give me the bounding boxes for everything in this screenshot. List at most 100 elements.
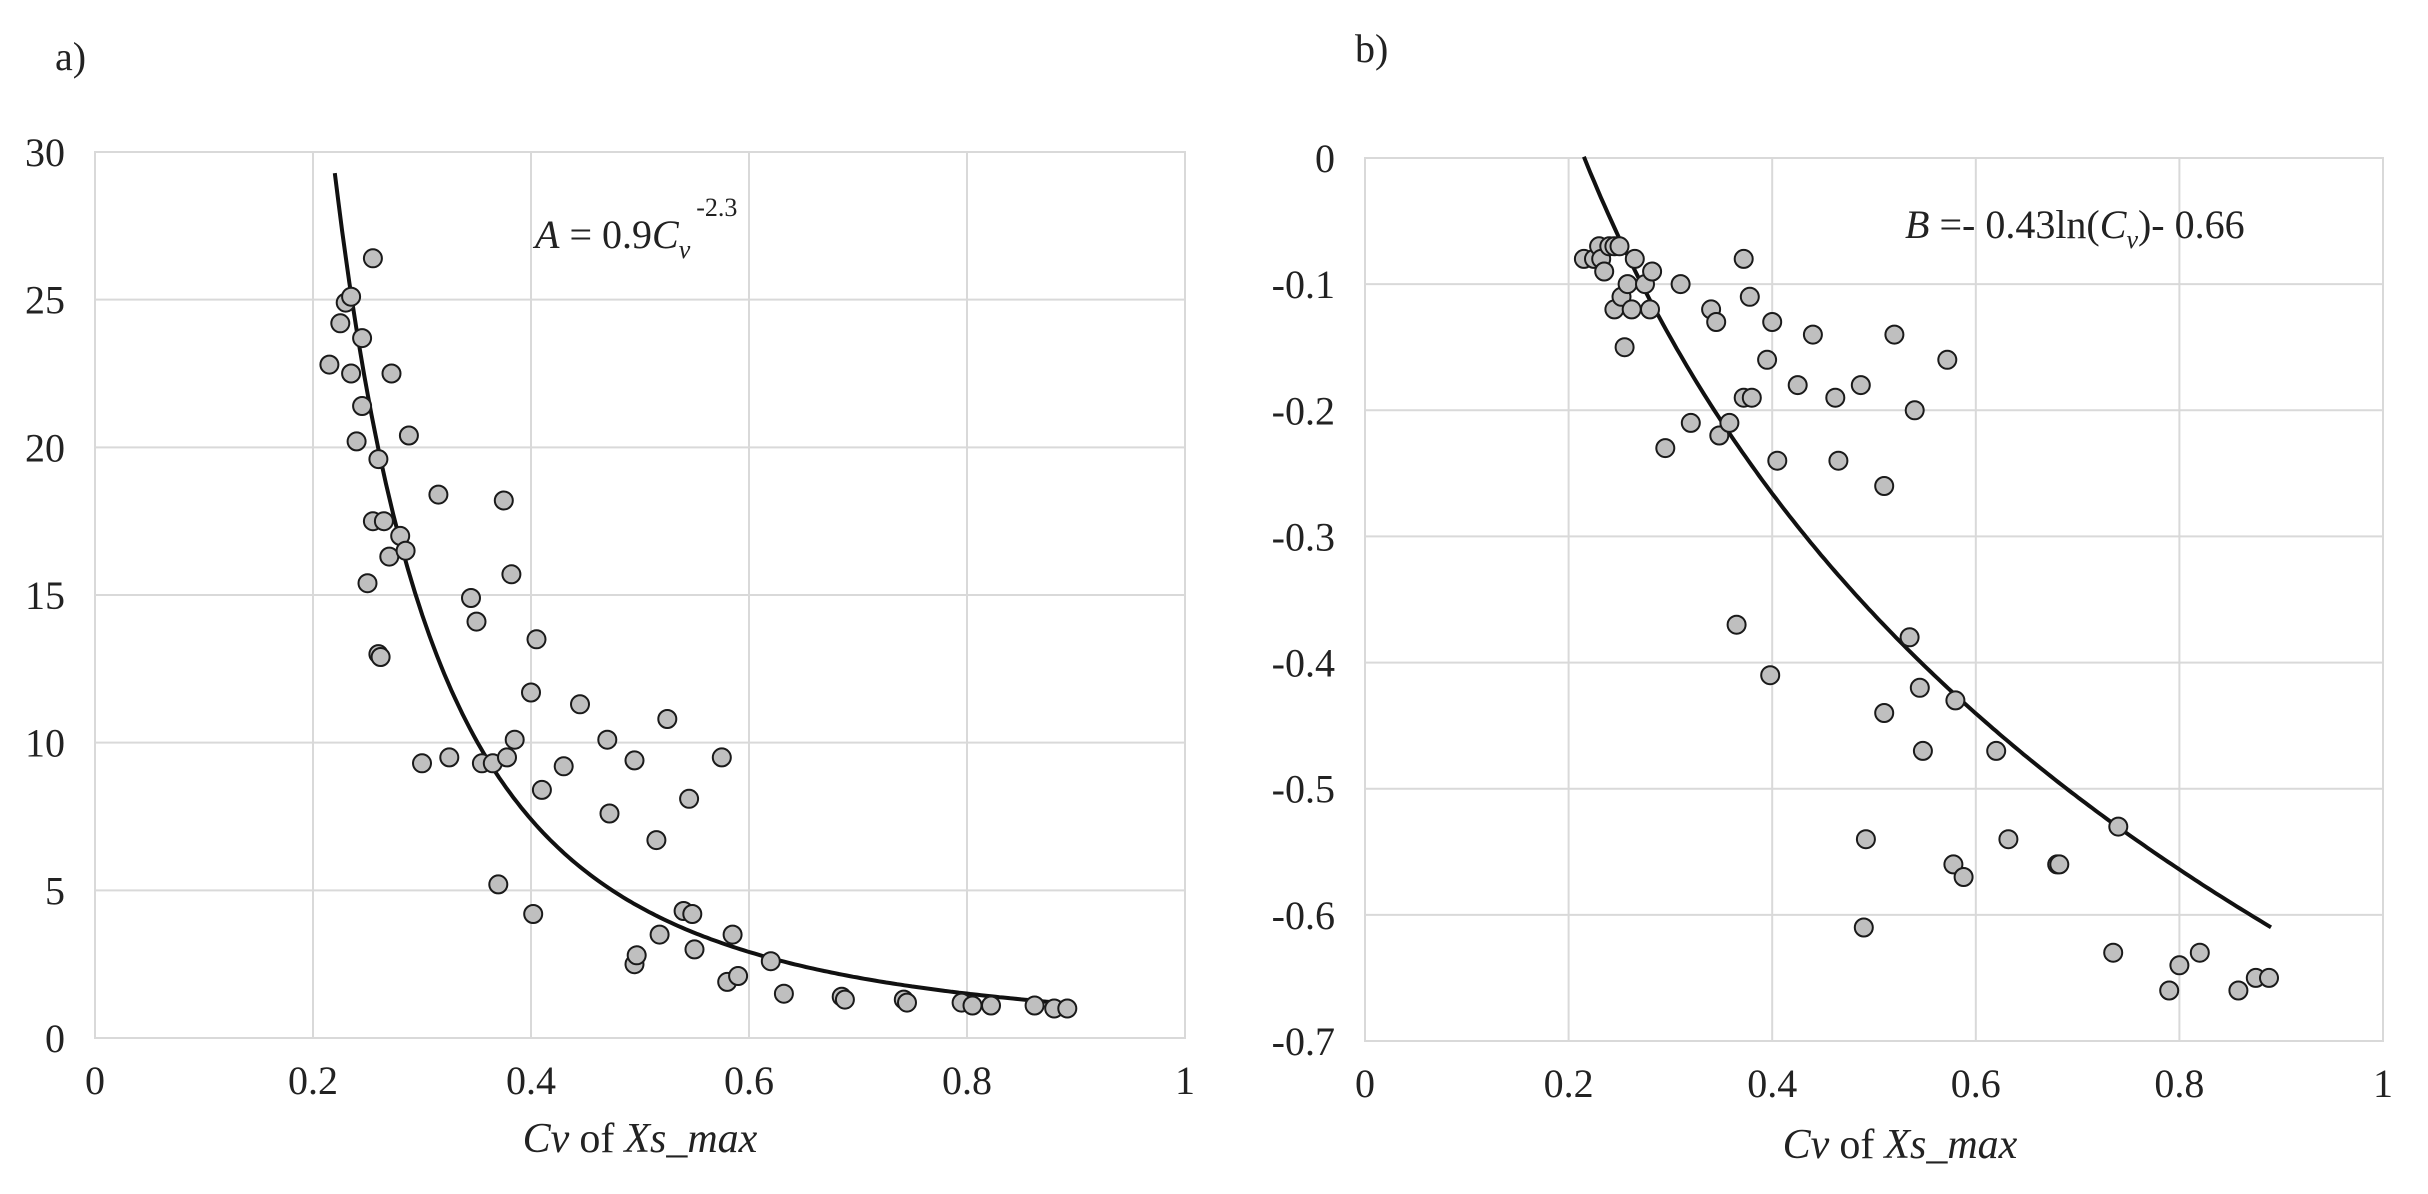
panel-b-fit-curve	[1582, 156, 2273, 930]
panel-b-eq-lhs: B	[1905, 202, 1929, 247]
panel-a-data-point	[319, 354, 340, 375]
panel-a-data-point	[352, 396, 373, 416]
panel-a-x-tick-label: 0.8	[942, 1058, 992, 1103]
panel-b-x-tick-label: 0.6	[1951, 1061, 2001, 1106]
panel-a-data-point	[760, 951, 781, 972]
panel-a-data-point	[493, 490, 514, 511]
panel-b-x-axis-title: Cv of Xs_max	[1783, 1122, 2018, 1168]
panel-a-data-point	[488, 874, 509, 895]
panel-b-data-points	[1573, 236, 2279, 1001]
panel-b-eq-sub: v	[2126, 225, 2138, 254]
panel-a-data-point	[341, 363, 362, 384]
panel-a-data-point	[501, 564, 522, 585]
panel-a-y-tick-label: 15	[25, 573, 65, 618]
panel-a-y-tick-label: 30	[25, 130, 65, 175]
panel-a-eq-exp: -2.3	[696, 193, 737, 222]
panel-b-data-point	[1874, 476, 1895, 496]
panel-a-data-point	[597, 729, 618, 750]
panel-b-y-tick-label: -0.7	[1272, 1019, 1335, 1064]
panel-b-x-axis-of: of	[1839, 1122, 1874, 1168]
panel-a-data-point	[1024, 995, 1045, 1016]
panel-a-y-tick-label: 0	[45, 1016, 65, 1061]
panel-b-data-point	[1767, 450, 1788, 471]
panel-a-data-point	[504, 729, 525, 750]
panel-a-data-point	[646, 830, 667, 851]
panel-a-data-point	[497, 747, 517, 768]
panel-b-data-point	[1609, 236, 1630, 257]
panel-a-data-point	[981, 995, 1001, 1016]
panel-a-data-point	[962, 995, 983, 1016]
panel-a-x-axis-series: Xs_max	[622, 1116, 757, 1162]
panel-a-y-tick-label: 25	[25, 278, 65, 323]
panel-b-y-tick-label: 0	[1315, 136, 1335, 181]
panel-a-x-tick-label: 1	[1175, 1058, 1195, 1103]
panel-b-y-tick-label: -0.5	[1272, 767, 1335, 812]
panel-a-data-point	[531, 779, 552, 800]
panel-a-data-point	[599, 803, 620, 824]
panel-a-data-point	[346, 431, 367, 452]
panel-b-x-tick-label: 0.4	[1747, 1061, 1797, 1106]
panel-a-data-point	[684, 939, 705, 960]
panel-a-data-point	[553, 756, 574, 777]
panel-b-data-point	[1624, 248, 1645, 269]
panel-b-data-point	[1787, 375, 1808, 396]
panel-b-plot-frame	[1364, 157, 2384, 1042]
panel-b-eq-tail: )- 0.66	[2138, 202, 2245, 247]
panel-b-y-tick-label: -0.3	[1272, 514, 1335, 559]
panel-b-y-tick-label: -0.6	[1272, 893, 1335, 938]
panel-b-data-point	[1739, 286, 1760, 307]
panel-a-data-point	[649, 924, 670, 945]
panel-b-data-point	[1904, 400, 1925, 421]
panel-b-eq-c: C	[2100, 202, 2128, 247]
panel-b-data-point	[1828, 450, 1849, 471]
panel-b-data-point	[2103, 942, 2124, 963]
panel-b-data-point	[1825, 387, 1846, 408]
panel-a-data-point	[521, 682, 541, 703]
panel-b-data-point	[1762, 312, 1783, 332]
panel-b-data-point	[1909, 677, 1930, 698]
panel-a-eq-lhs: A	[532, 212, 560, 257]
panel-b-data-point	[1642, 261, 1663, 282]
panel-b-data-point	[1594, 261, 1615, 282]
panel-a-x-tick-label: 0	[85, 1058, 105, 1103]
panel-b-data-point	[1617, 274, 1638, 295]
panel-a-y-tick-labels: 0 5 10 15 20 25 30	[25, 130, 65, 1061]
panel-a-data-point	[398, 425, 419, 446]
panel-b-chart: b) 0 -0.1 -0.2 -0.3 -0.4 -0.5 -0.6 -0.7 0 0.2 0.4…	[1272, 26, 2393, 1168]
panel-a-data-point	[428, 484, 449, 505]
panel-b-data-point	[1621, 299, 1642, 320]
panel-b-data-point	[2228, 980, 2249, 1001]
panel-a-data-point	[362, 248, 383, 269]
panel-b-data-point	[1953, 867, 1974, 887]
panel-b-data-point	[1850, 375, 1871, 396]
panel-b-data-point	[1670, 274, 1691, 295]
panel-a-data-point	[330, 313, 351, 334]
panel-a-eq-sub: v	[679, 235, 691, 264]
panel-b-data-point	[1640, 299, 1660, 320]
panel-b-data-point	[1733, 248, 1754, 269]
panel-b-data-point	[2159, 980, 2180, 1001]
panel-a-data-point	[526, 629, 547, 650]
panel-a-label: a)	[55, 34, 86, 79]
panel-a-equation: A = 0.9Cv-2.3	[532, 193, 737, 264]
panel-a-data-point	[711, 747, 732, 768]
panel-b-x-tick-label: 0.2	[1544, 1061, 1594, 1106]
panel-a-data-point	[461, 588, 481, 608]
panel-b-data-point	[2108, 816, 2129, 837]
panel-b-eq-mid: =- 0.43ln(	[1929, 202, 2099, 247]
panel-a-data-point	[395, 540, 416, 561]
panel-b-gridlines	[1364, 157, 2384, 1042]
panel-a-eq-mid: = 0.9	[559, 212, 652, 257]
panel-a-y-tick-label: 10	[25, 721, 65, 766]
panel-b-x-axis-var: Cv	[1783, 1122, 1830, 1168]
panel-b-data-point	[1802, 324, 1823, 345]
panel-b-data-point	[2189, 942, 2210, 963]
panel-b-data-point	[1757, 349, 1778, 370]
panel-a-eq-c: C	[652, 212, 680, 257]
panel-b-y-tick-label: -0.2	[1272, 388, 1335, 433]
panel-a-data-point	[466, 611, 487, 632]
panel-a-data-point	[368, 449, 389, 470]
panel-b-data-point	[1726, 614, 1747, 635]
panel-b-x-tick-labels: 0 0.2 0.4 0.6 0.8 1	[1355, 1061, 2393, 1106]
